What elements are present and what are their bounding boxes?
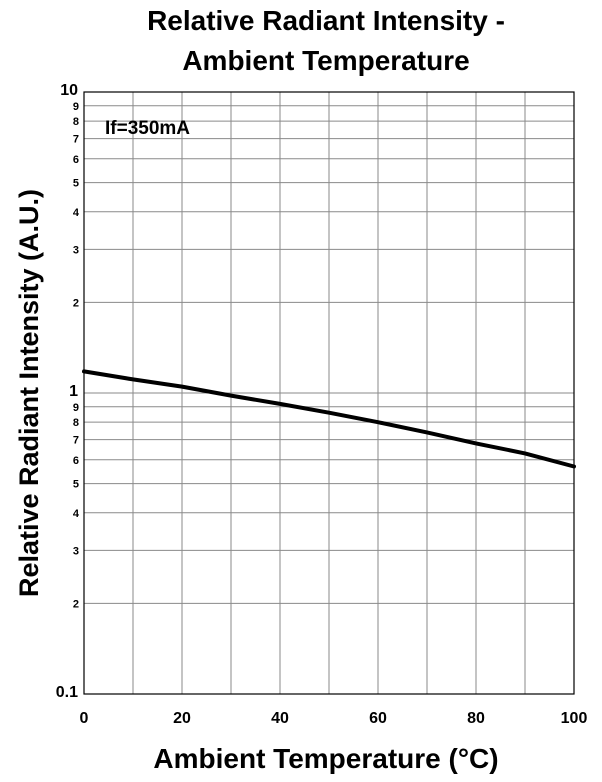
x-tick-label: 20 [173, 710, 191, 727]
x-tick-label: 100 [561, 710, 588, 727]
y-tick-label-minor: 8 [73, 116, 79, 128]
chart-title-line-1: Relative Radiant Intensity - [147, 5, 505, 36]
y-tick-label-minor: 2 [73, 598, 79, 610]
series-layer [82, 369, 576, 469]
y-tick-label-major: 10 [60, 82, 78, 99]
y-tick-label-minor: 3 [73, 545, 79, 557]
annotation-if: If=350mA [105, 118, 190, 139]
x-axis-label: Ambient Temperature (°C) [153, 743, 498, 774]
y-tick-label-major: 1 [69, 383, 78, 400]
y-axis-label: Relative Radiant Intensity (A.U.) [14, 189, 44, 597]
chart-title-line-2: Ambient Temperature [182, 45, 469, 76]
y-tick-label-minor: 4 [73, 207, 80, 219]
y-tick-label-minor: 8 [73, 417, 79, 429]
series-line [82, 369, 576, 469]
y-tick-label-minor: 7 [73, 435, 79, 447]
y-tick-label-minor: 6 [73, 455, 79, 467]
y-tick-label-minor: 4 [73, 508, 80, 520]
y-tick-label-minor: 3 [73, 244, 79, 256]
y-tick-label-minor: 9 [73, 402, 79, 414]
x-tick-label: 0 [80, 710, 89, 727]
x-tick-label: 60 [369, 710, 387, 727]
y-tick-label-minor: 7 [73, 134, 79, 146]
y-tick-label-minor: 5 [73, 178, 79, 190]
tick-labels: 0 20 40 60 80 100 0.1 1 10 2 3 4 5 6 7 8 9 2 3 4 5 6 7 8 9 [56, 82, 588, 727]
x-tick-label: 40 [271, 710, 289, 727]
grid [83, 91, 575, 695]
plot-frame [83, 91, 575, 695]
y-tick-label-minor: 9 [73, 101, 79, 113]
y-tick-label-major: 0.1 [56, 684, 78, 701]
y-tick-label-minor: 6 [73, 154, 79, 166]
y-tick-label-minor: 5 [73, 479, 79, 491]
x-tick-label: 80 [467, 710, 485, 727]
y-tick-label-minor: 2 [73, 297, 79, 309]
